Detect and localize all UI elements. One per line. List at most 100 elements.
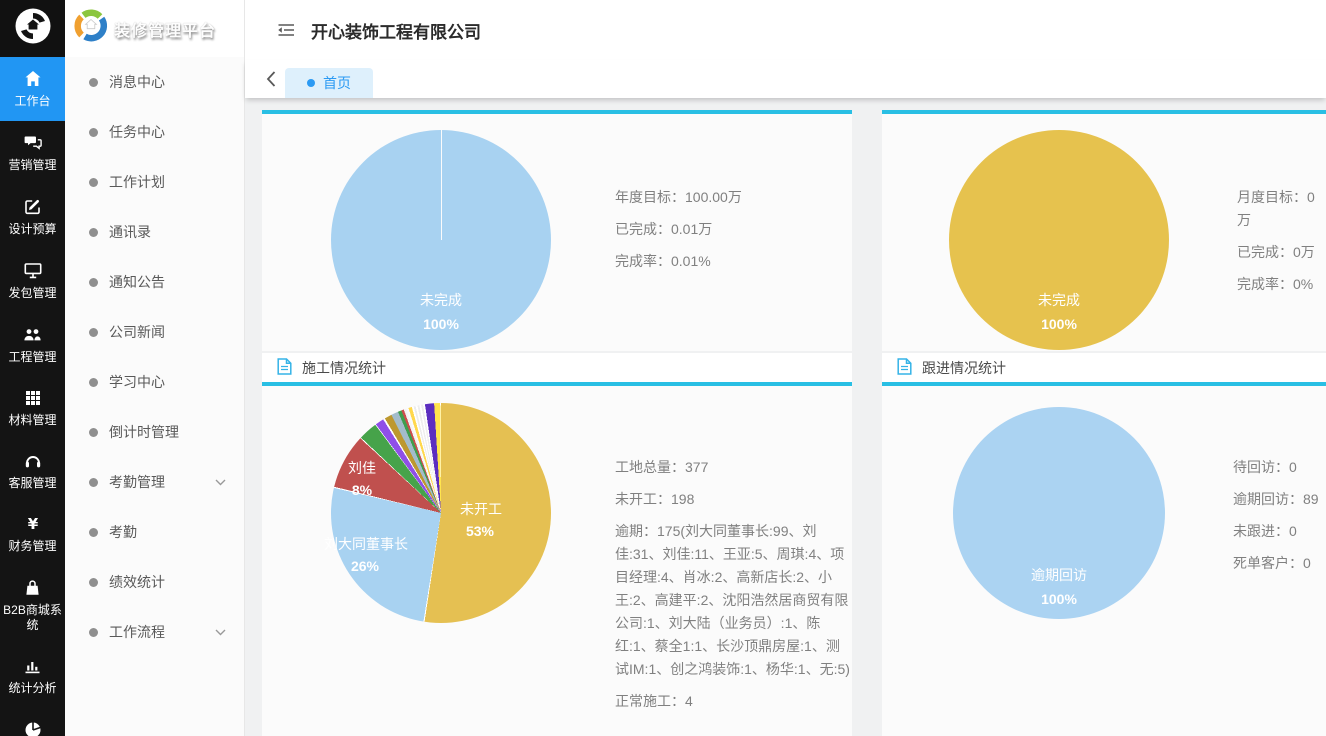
sidebar-item-outsourcing[interactable]: 发包管理 — [0, 249, 65, 313]
secondary-sidebar: 装修管理平台 消息中心 任务中心 工作计划 通讯录 通知公告 — [65, 0, 245, 736]
stat-line: 逾期：175(刘大同董事长:99、刘佳:31、刘佳:11、王亚:5、周琪:4、项… — [615, 523, 850, 677]
menu-item-work-plan[interactable]: 工作计划 — [65, 157, 244, 207]
stat-line: 已完成：0.01万 — [615, 221, 713, 237]
desktop-icon — [23, 262, 42, 279]
menu-item-learning-center[interactable]: 学习中心 — [65, 357, 244, 407]
sidebar-item-label: 统计分析 — [8, 681, 57, 695]
dot-icon — [89, 327, 98, 337]
panel-followup-status: 跟进情况统计 逾期回访 100% 待回访：0 逾期回访：89 未跟进：0 死单客… — [882, 353, 1326, 736]
menu-item-company-news[interactable]: 公司新闻 — [65, 307, 244, 357]
grid-icon — [25, 390, 41, 406]
sidebar-item-customer-service[interactable]: 客服管理 — [0, 440, 65, 503]
panel-header: 跟进情况统计 — [882, 353, 1326, 386]
sidebar-item-finance[interactable]: ¥ 财务管理 — [0, 503, 65, 566]
menu-item-announcements[interactable]: 通知公告 — [65, 257, 244, 307]
dot-icon — [89, 77, 98, 87]
menu-item-label: 学习中心 — [109, 374, 165, 390]
panel-body: 未完成 100% 月度目标：0万 已完成：0万 完成率：0% — [882, 114, 1326, 351]
monthly-stats: 月度目标：0万 已完成：0万 完成率：0% — [1237, 186, 1326, 305]
followup-pie-chart: 逾期回访 100% — [953, 407, 1165, 619]
pie-chart-icon — [24, 721, 42, 736]
shopping-bag-icon — [24, 579, 41, 596]
menu-fold-icon[interactable] — [277, 22, 295, 38]
pie-slice-label: 未开工 — [460, 501, 502, 517]
menu-item-contacts[interactable]: 通讯录 — [65, 207, 244, 257]
chat-icon — [24, 134, 42, 151]
sidebar-item-b2b-mall[interactable]: B2B商城系统 — [0, 566, 65, 645]
document-icon — [897, 357, 912, 378]
stat-line: 逾期回访：89 — [1233, 491, 1319, 507]
home-icon — [24, 70, 42, 87]
sidebar-item-materials[interactable]: 材料管理 — [0, 377, 65, 440]
dot-icon — [89, 527, 98, 537]
app-logo-mark[interactable] — [0, 0, 65, 57]
sidebar-item-label: 营销管理 — [8, 158, 57, 172]
menu-item-performance[interactable]: 绩效统计 — [65, 557, 244, 607]
brand-logo-icon — [73, 8, 109, 49]
menu-item-task-center[interactable]: 任务中心 — [65, 107, 244, 157]
team-icon — [23, 326, 42, 343]
panel-title: 跟进情况统计 — [922, 359, 1006, 376]
document-icon — [277, 357, 292, 378]
panel-monthly-target: 未完成 100% 月度目标：0万 已完成：0万 完成率：0% — [882, 110, 1326, 351]
sidebar-item-label: 工作台 — [14, 94, 51, 108]
pie-slice-percent: 100% — [1041, 316, 1077, 332]
sidebar-item-marketing[interactable]: 营销管理 — [0, 121, 65, 185]
sidebar-item-engineering[interactable]: 工程管理 — [0, 313, 65, 377]
menu-item-workflow[interactable]: 工作流程 — [65, 607, 244, 657]
sidebar-item-label: 发包管理 — [8, 286, 57, 300]
stat-line: 未跟进：0 — [1233, 523, 1297, 539]
menu-item-countdown[interactable]: 倒计时管理 — [65, 407, 244, 457]
pie-slice-percent: 8% — [351, 482, 373, 498]
sidebar-item-label: 客服管理 — [8, 476, 57, 490]
pie-slice-label: 逾期回访 — [1031, 567, 1087, 583]
company-title: 开心装饰工程有限公司 — [311, 22, 481, 42]
sidebar-item-design-budget[interactable]: 设计预算 — [0, 185, 65, 249]
construction-stats: 工地总量：377 未开工：198 逾期：175(刘大同董事长:99、刘佳:31、… — [615, 456, 852, 722]
stat-line: 月度目标：0万 — [1237, 189, 1315, 228]
dot-icon — [89, 577, 98, 587]
construction-pie-chart — [331, 403, 551, 623]
top-header: 开心装饰工程有限公司 — [245, 0, 1326, 60]
stat-line: 完成率：0% — [1237, 276, 1314, 292]
main-area: 开心装饰工程有限公司 首页 未完成 100% — [245, 0, 1326, 736]
panel-header: 施工情况统计 — [262, 353, 852, 386]
menu-item-label: 通讯录 — [109, 224, 151, 240]
menu-item-label: 任务中心 — [109, 124, 165, 140]
tab-home[interactable]: 首页 — [285, 68, 373, 98]
dashboard-content: 未完成 100% 年度目标：100.00万 已完成：0.01万 完成率：0.01… — [245, 98, 1326, 736]
menu-item-label: 绩效统计 — [109, 574, 165, 590]
sidebar-item-statistics[interactable]: 统计分析 — [0, 645, 65, 708]
pie-slice-divider — [441, 130, 442, 240]
headset-icon — [24, 453, 42, 469]
tabs-scroll-left-icon[interactable] — [257, 71, 285, 87]
tab-active-dot-icon — [307, 79, 315, 87]
stat-line: 未开工：198 — [615, 491, 695, 507]
menu-item-label: 通知公告 — [109, 274, 165, 290]
dot-icon — [89, 277, 98, 287]
pie-slice-label: 刘大同董事长 — [324, 536, 408, 552]
svg-text:¥: ¥ — [27, 516, 38, 532]
menu-item-message-center[interactable]: 消息中心 — [65, 57, 244, 107]
tab-label: 首页 — [323, 75, 351, 91]
menu-item-attendance[interactable]: 考勤 — [65, 507, 244, 557]
pie-slice-label: 刘佳 — [348, 460, 376, 476]
stat-line: 死单客户：0 — [1233, 555, 1311, 571]
menu-item-label: 考勤管理 — [109, 474, 165, 490]
menu-item-label: 考勤 — [109, 524, 137, 540]
pie-slice-percent: 100% — [1041, 591, 1077, 607]
brand[interactable]: 装修管理平台 — [65, 0, 244, 57]
primary-sidebar: 工作台 营销管理 设计预算 — [0, 0, 65, 736]
sidebar-item-workbench[interactable]: 工作台 — [0, 57, 65, 121]
menu-item-label: 消息中心 — [109, 74, 165, 90]
pie-slice-percent: 100% — [423, 316, 459, 332]
platform-name: 装修管理平台 — [114, 22, 217, 40]
sidebar-item-reports[interactable] — [0, 708, 65, 736]
stat-line: 工地总量：377 — [615, 459, 709, 475]
menu-item-attendance-mgmt[interactable]: 考勤管理 — [65, 457, 244, 507]
menu-item-label: 工作流程 — [109, 624, 165, 640]
sidebar-item-label: 财务管理 — [8, 539, 57, 553]
panel-body: 未完成 100% 年度目标：100.00万 已完成：0.01万 完成率：0.01… — [262, 114, 852, 351]
bar-chart-icon — [24, 658, 41, 674]
pie-slice-label: 未完成 — [420, 292, 462, 308]
